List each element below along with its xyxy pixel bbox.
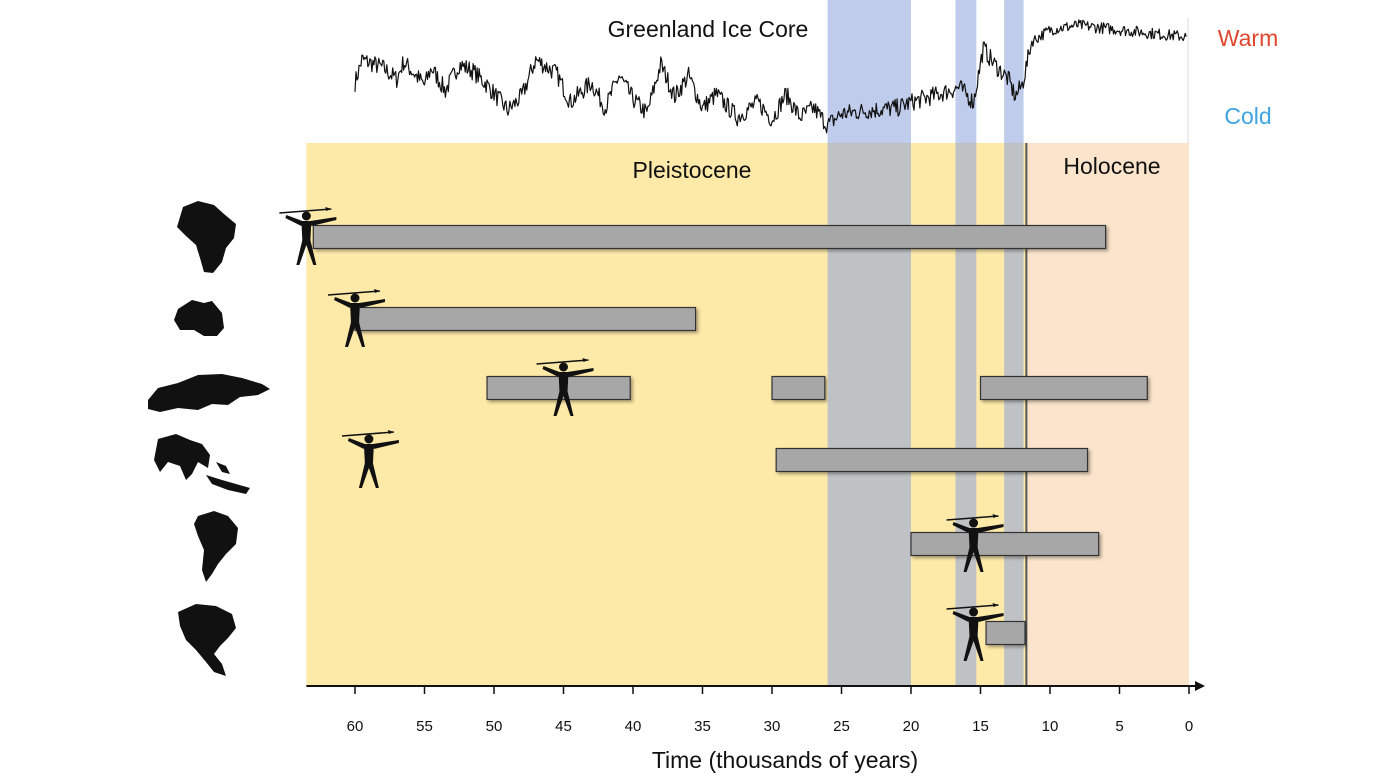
cold-label: Cold [1224, 103, 1271, 129]
south-asia-icon [154, 434, 250, 494]
human-figure-eurasia [536, 358, 594, 416]
ice-core-line [354, 19, 1187, 134]
africa-icon [177, 201, 236, 273]
human-figure-australia [327, 289, 385, 347]
period-band-pleistocene [306, 143, 1027, 686]
x-tick-label-60: 60 [347, 718, 364, 735]
pleistocene-label: Pleistocene [633, 157, 752, 183]
x-axis-label: Time (thousands of years) [652, 747, 918, 773]
range-bar-africa-1 [312, 224, 1107, 250]
period-backgrounds [306, 143, 1189, 686]
x-axis-arrow [1195, 681, 1205, 691]
ice-core-series [354, 18, 1189, 143]
x-tick-label-50: 50 [486, 718, 503, 735]
x-tick-label-25: 25 [833, 718, 850, 735]
x-tick-label-20: 20 [903, 718, 920, 735]
x-axis: 60 55 50 45 40 35 30 25 20 15 10 5 0 [306, 681, 1205, 735]
holocene-label: Holocene [1063, 153, 1160, 179]
human-figure-north-america [946, 603, 1004, 661]
x-tick-label-0: 0 [1185, 718, 1193, 735]
range-bar-south-america-1 [910, 531, 1100, 557]
range-bar-eurasia-3 [979, 375, 1148, 401]
x-tick-label-55: 55 [416, 718, 433, 735]
x-tick-label-15: 15 [972, 718, 989, 735]
eurasia-icon [148, 374, 270, 412]
human-figure-south-america [946, 514, 1004, 572]
x-tick-label-40: 40 [625, 718, 642, 735]
continent-icons [148, 201, 270, 676]
ice-core-title: Greenland Ice Core [608, 16, 809, 42]
period-band-holocene [1026, 143, 1189, 686]
x-tick-label-5: 5 [1115, 718, 1123, 735]
human-figure-africa [279, 207, 337, 265]
x-tick-label-30: 30 [764, 718, 781, 735]
australia-icon [174, 300, 224, 336]
human-arrivals [279, 207, 1004, 661]
x-tick-label-10: 10 [1042, 718, 1059, 735]
range-bars [312, 224, 1148, 646]
cold-band-1 [827, 0, 911, 686]
x-tick-label-45: 45 [555, 718, 572, 735]
x-tick-label-35: 35 [694, 718, 711, 735]
range-bar-north-america-1 [985, 620, 1026, 646]
human-figure-south-asia [341, 430, 399, 488]
south-america-icon [194, 511, 238, 582]
range-bar-south-asia-1 [775, 447, 1089, 473]
cold-band-3 [1004, 0, 1024, 686]
north-america-icon [178, 604, 236, 676]
cold-band-2 [955, 0, 977, 686]
range-bar-australia-1 [354, 306, 697, 332]
range-bar-eurasia-2 [771, 375, 826, 401]
warm-label: Warm [1218, 25, 1278, 51]
